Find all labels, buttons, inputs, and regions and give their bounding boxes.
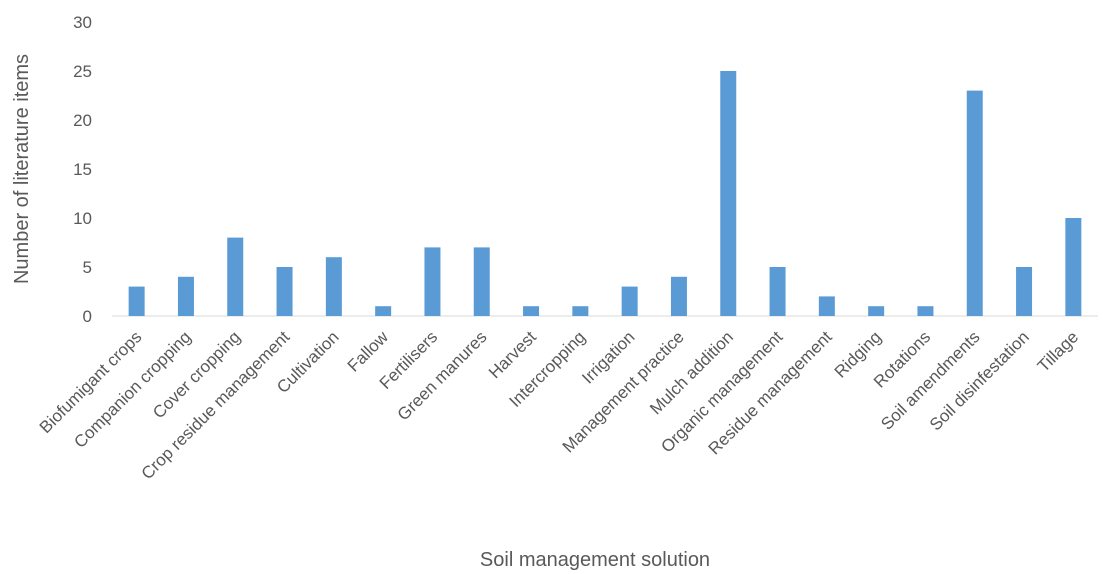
bar (375, 306, 392, 316)
bars-group (128, 71, 1082, 316)
bar (868, 306, 885, 316)
y-tick-label: 20 (73, 111, 92, 130)
bar (424, 247, 441, 316)
x-tick-label: Cover cropping (149, 327, 244, 422)
y-tick-label: 5 (83, 258, 92, 277)
bar (1016, 267, 1033, 316)
bar (818, 296, 835, 316)
bar (720, 71, 737, 316)
y-tick-label: 15 (73, 160, 92, 179)
bar (670, 276, 687, 316)
bar (917, 306, 934, 316)
bar (227, 237, 244, 316)
bar (128, 286, 145, 316)
bar (966, 90, 983, 316)
y-tick-label: 25 (73, 62, 92, 81)
x-axis-title: Soil management solution (480, 549, 710, 571)
bar (769, 267, 786, 316)
x-tick-label: Fallow (344, 327, 393, 376)
bar (1065, 218, 1082, 316)
x-tick-label: Tillage (1034, 327, 1082, 375)
bar (572, 306, 589, 316)
bar (473, 247, 490, 316)
bar (325, 257, 342, 316)
y-tick-label: 10 (73, 209, 92, 228)
bar (276, 267, 293, 316)
bar (621, 286, 638, 316)
y-tick-label: 30 (73, 13, 92, 32)
y-axis-ticks: 0 5 10 15 20 25 30 (73, 13, 92, 326)
bar (523, 306, 540, 316)
bar (177, 276, 194, 316)
x-tick-label: Green manures (394, 327, 491, 424)
y-tick-label: 0 (83, 307, 92, 326)
y-axis-title: Number of literature items (11, 54, 33, 284)
